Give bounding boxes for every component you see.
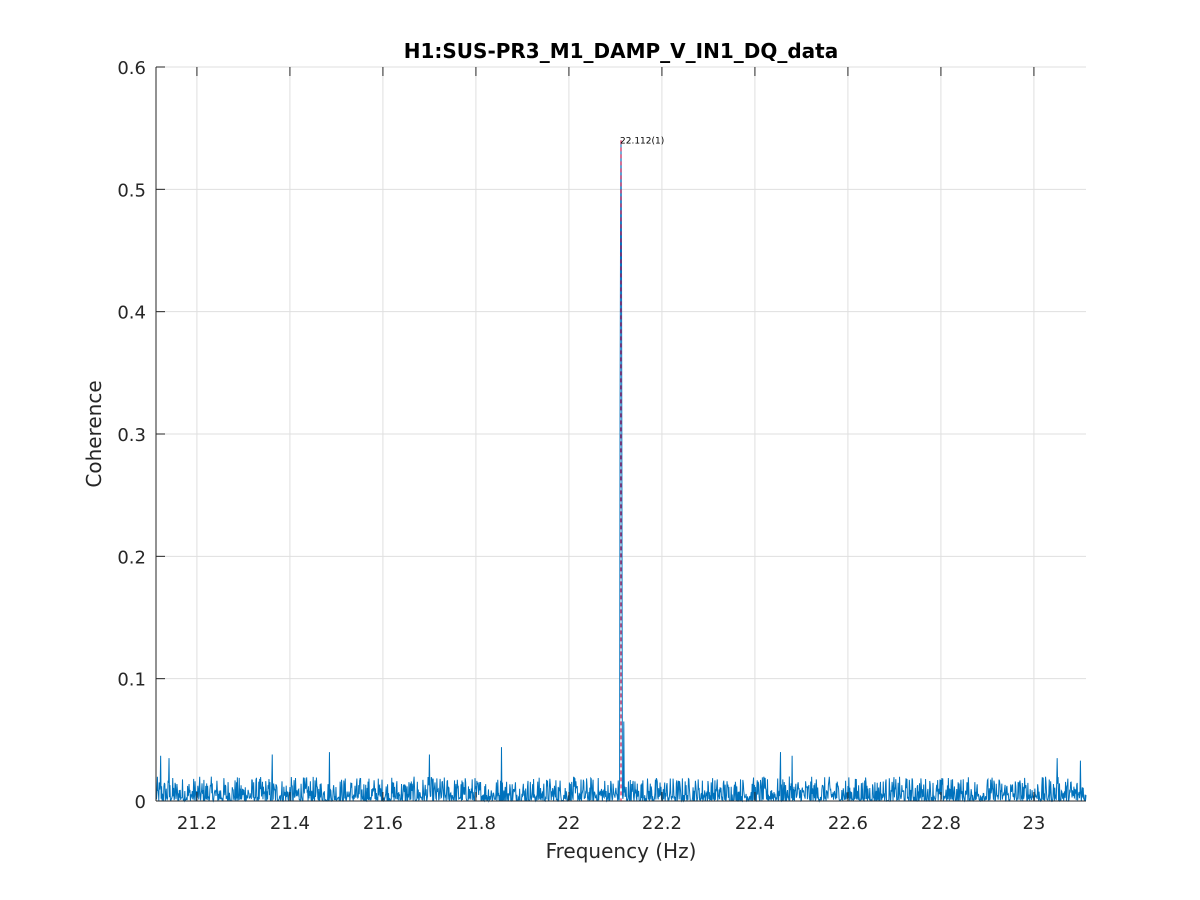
x-tick-label: 22.8 xyxy=(921,813,961,834)
ticks: 21.2 21.4 21.6 21.8 22 22.2 22.4 22.6 22.8 23 0 0.1… xyxy=(117,58,1045,834)
x-tick-label: 21.8 xyxy=(456,813,496,834)
x-tick-label: 22.2 xyxy=(642,813,682,834)
y-tick-label: 0.4 xyxy=(117,303,146,324)
x-tick-label: 21.6 xyxy=(363,813,403,834)
chart-title: H1:SUS-PR3_M1_DAMP_V_IN1_DQ_data xyxy=(404,39,838,63)
y-tick-label: 0.2 xyxy=(117,547,146,568)
x-axis-label: Frequency (Hz) xyxy=(546,839,697,863)
x-tick-label: 22.6 xyxy=(828,813,868,834)
plot-area: 22.112(1) xyxy=(155,136,1087,803)
peak-marker-label: 22.112(1) xyxy=(620,136,664,146)
y-tick-label: 0 xyxy=(135,792,146,813)
x-tick-label: 22 xyxy=(557,813,580,834)
y-tick-label: 0.1 xyxy=(117,670,146,691)
y-axis-label: Coherence xyxy=(82,380,106,487)
y-tick-label: 0.6 xyxy=(117,58,146,79)
y-tick-label: 0.3 xyxy=(117,425,146,446)
x-tick-label: 21.2 xyxy=(177,813,217,834)
x-tick-label: 22.4 xyxy=(735,813,775,834)
x-tick-label: 23 xyxy=(1022,813,1045,834)
y-tick-label: 0.5 xyxy=(117,180,146,201)
x-tick-label: 21.4 xyxy=(270,813,310,834)
